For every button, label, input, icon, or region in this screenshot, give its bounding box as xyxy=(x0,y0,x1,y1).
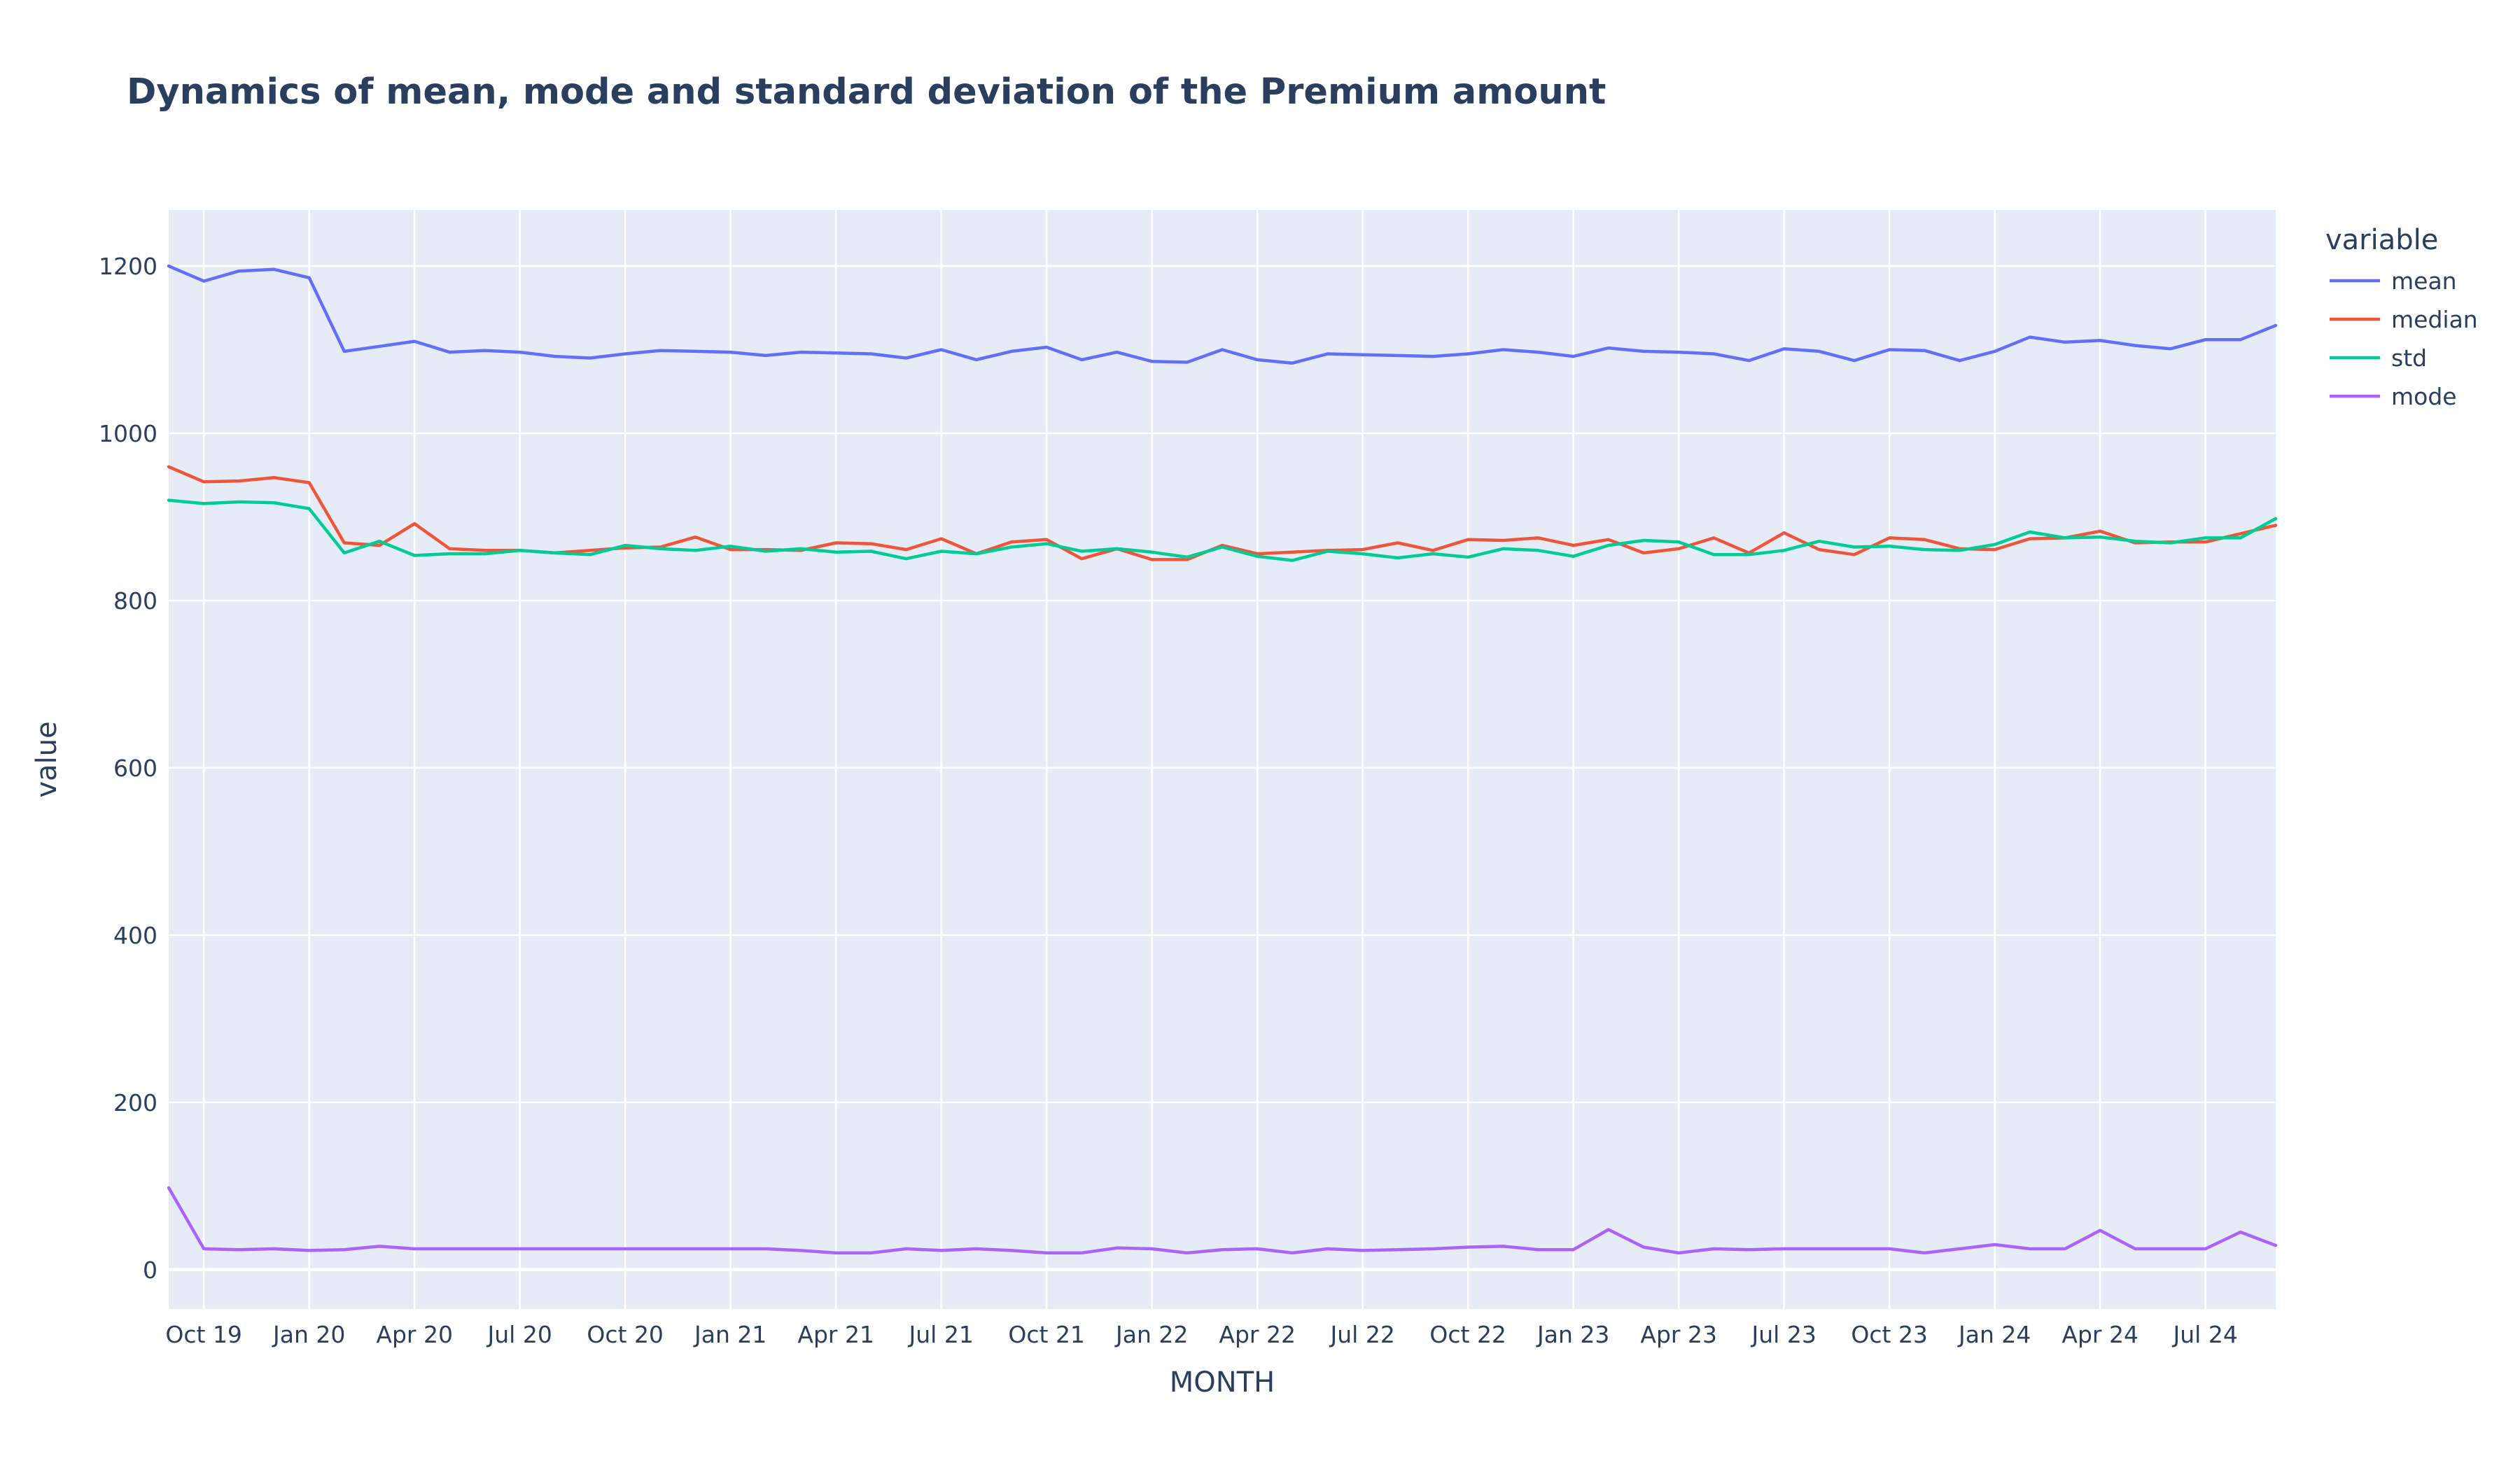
x-tick-label: Jan 21 xyxy=(693,1321,766,1348)
legend-label: mean xyxy=(2391,267,2457,295)
chart-title: Dynamics of mean, mode and standard devi… xyxy=(127,71,1606,113)
x-tick-label: Oct 21 xyxy=(1008,1321,1085,1348)
x-tick-label: Jul 24 xyxy=(2172,1321,2238,1348)
y-tick-label: 400 xyxy=(113,922,158,949)
y-tick-label: 0 xyxy=(143,1256,158,1284)
legend-items: mean median std mode xyxy=(2330,267,2478,410)
plot-area xyxy=(169,210,2276,1309)
legend-item-mean[interactable]: mean xyxy=(2330,267,2457,295)
x-tick-label: Apr 21 xyxy=(797,1321,874,1348)
legend-item-median[interactable]: median xyxy=(2330,306,2478,333)
axes: Oct 19 Jan 20 Apr 20 Jul 20 Oct 20 Jan 21 Apr … xyxy=(99,253,2238,1348)
x-tick-label: Oct 22 xyxy=(1429,1321,1506,1348)
y-tick-label: 800 xyxy=(113,587,158,615)
series-lines xyxy=(167,264,2278,1255)
x-axis-title: MONTH xyxy=(1170,1366,1275,1399)
x-tick-label: Jan 20 xyxy=(272,1321,345,1348)
x-tick-label: Jul 20 xyxy=(486,1321,552,1348)
series-line-mode xyxy=(167,1186,2278,1255)
x-tick-label: Apr 24 xyxy=(2062,1321,2138,1348)
legend[interactable]: variable mean median std mode xyxy=(2325,224,2478,410)
x-tick-label: Jul 21 xyxy=(908,1321,974,1348)
x-tick-label: Jan 22 xyxy=(1114,1321,1188,1348)
x-tick-label: Jul 23 xyxy=(1751,1321,1816,1348)
x-tick-label: Oct 23 xyxy=(1851,1321,1928,1348)
x-tick-label: Jan 23 xyxy=(1536,1321,1609,1348)
x-tick-label: Oct 20 xyxy=(587,1321,664,1348)
legend-item-std[interactable]: std xyxy=(2330,344,2427,372)
y-tick-label: 200 xyxy=(113,1089,158,1116)
x-tick-label: Jul 22 xyxy=(1329,1321,1395,1348)
y-tick-label: 1000 xyxy=(99,420,158,447)
x-tick-label: Oct 19 xyxy=(165,1321,242,1348)
legend-label: std xyxy=(2391,344,2427,372)
x-tick-label: Apr 22 xyxy=(1219,1321,1296,1348)
x-tick-label: Jan 24 xyxy=(1957,1321,2031,1348)
legend-item-mode[interactable]: mode xyxy=(2330,383,2457,410)
y-tick-label: 600 xyxy=(113,755,158,782)
x-tick-label: Apr 20 xyxy=(376,1321,453,1348)
legend-label: median xyxy=(2391,306,2478,333)
legend-title: variable xyxy=(2325,224,2438,256)
grid-lines xyxy=(169,210,2276,1309)
legend-label: mode xyxy=(2391,383,2457,410)
series-line-std xyxy=(167,498,2278,562)
y-axis-title: value xyxy=(31,721,63,797)
series-line-mean xyxy=(167,264,2278,365)
x-tick-label: Apr 23 xyxy=(1640,1321,1717,1348)
y-tick-label: 1200 xyxy=(99,253,158,280)
